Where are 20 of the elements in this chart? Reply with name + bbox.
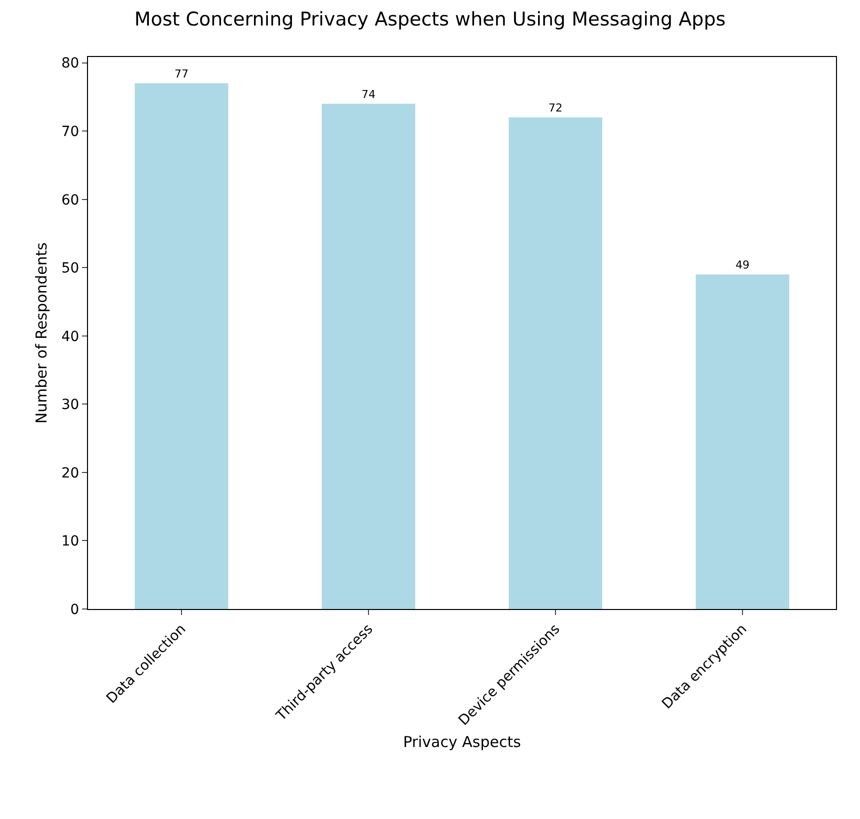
chart-title: Most Concerning Privacy Aspects when Using Messaging Apps: [134, 8, 726, 31]
bar: [508, 117, 602, 609]
y-tick-label: 70: [61, 124, 80, 140]
y-axis-title: Number of Respondents: [32, 242, 51, 424]
y-tick-label: 40: [61, 328, 80, 345]
y-tick-label: 60: [61, 192, 80, 208]
bar: [696, 274, 790, 609]
y-tick-label: 20: [61, 465, 80, 482]
y-tick-label: 30: [61, 397, 80, 414]
data-label: 74: [362, 88, 376, 101]
x-axis-title: Privacy Aspects: [403, 732, 522, 751]
bar: [322, 104, 416, 609]
y-tick-label: 80: [61, 56, 80, 72]
bar: [134, 83, 228, 609]
y-tick-label: 50: [61, 260, 80, 277]
y-tick-label: 10: [61, 534, 80, 550]
data-label: 49: [736, 258, 750, 272]
data-label: 77: [174, 67, 188, 80]
data-label: 72: [548, 101, 562, 114]
y-tick-label: 0: [70, 602, 80, 618]
